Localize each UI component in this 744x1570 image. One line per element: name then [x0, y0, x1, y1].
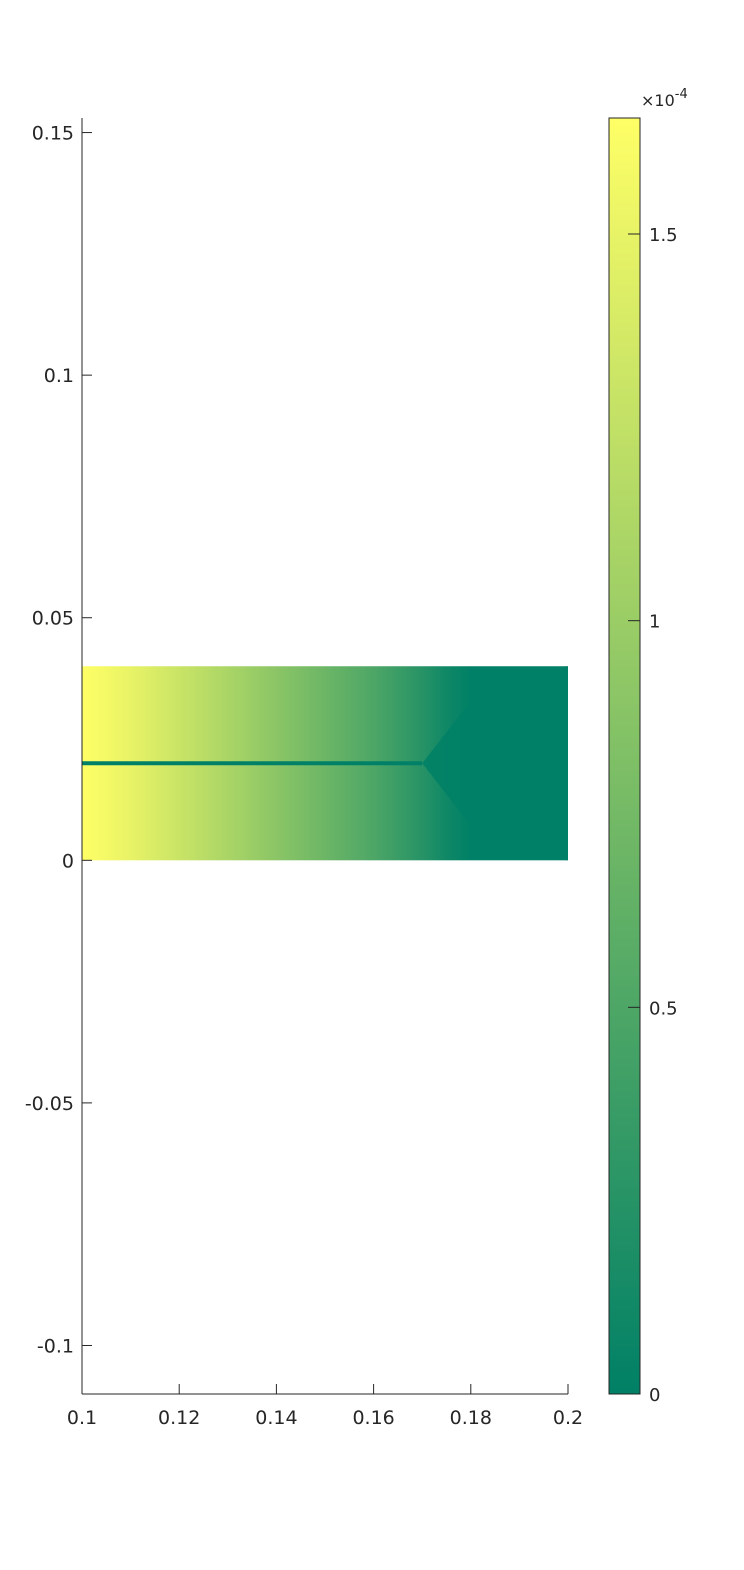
x-tick-label: 0.14: [255, 1407, 297, 1429]
crack-tip-wedge: [422, 666, 568, 861]
colorbar-tick-label: 0.5: [649, 998, 678, 1019]
y-tick-label: -0.1: [37, 1335, 74, 1357]
y-tick-label: 0.1: [44, 365, 74, 387]
y-tick-label: -0.05: [25, 1093, 74, 1115]
y-tick-label: 0: [62, 850, 74, 872]
x-tick-label: 0.1: [67, 1407, 97, 1429]
colorbar-tick-label: 1: [649, 612, 660, 633]
plot-area: [82, 666, 568, 861]
x-tick-label: 0.16: [352, 1407, 394, 1429]
colorbar-gradient: [608, 117, 641, 1395]
colorbar: 0 0.5 1 1.5 ×10-4: [608, 87, 688, 1406]
x-tick-label: 0.18: [450, 1407, 492, 1429]
x-tick-label: 0.2: [553, 1407, 583, 1429]
y-tick-label: 0.15: [32, 123, 74, 145]
y-tick-label: 0.05: [32, 608, 74, 630]
colorbar-exponent-power: -4: [675, 87, 688, 102]
x-tick-label: 0.12: [158, 1407, 200, 1429]
colorbar-exponent-base: ×10: [641, 91, 675, 110]
x-ticks: 0.1 0.12 0.14 0.16 0.18 0.2: [67, 1384, 583, 1429]
colorbar-tick-label: 0: [649, 1385, 660, 1406]
colorbar-ticks: 0 0.5 1 1.5: [628, 225, 678, 1406]
colorbar-exponent: ×10-4: [641, 87, 688, 110]
axes: 0.1 0.12 0.14 0.16 0.18 0.2 -0.1 -0.05 0 0.05 0.1…: [25, 118, 583, 1429]
colorbar-tick-label: 1.5: [649, 225, 678, 246]
crack-tip-region: [422, 666, 568, 861]
y-ticks: -0.1 -0.05 0 0.05 0.1 0.15: [25, 123, 92, 1357]
